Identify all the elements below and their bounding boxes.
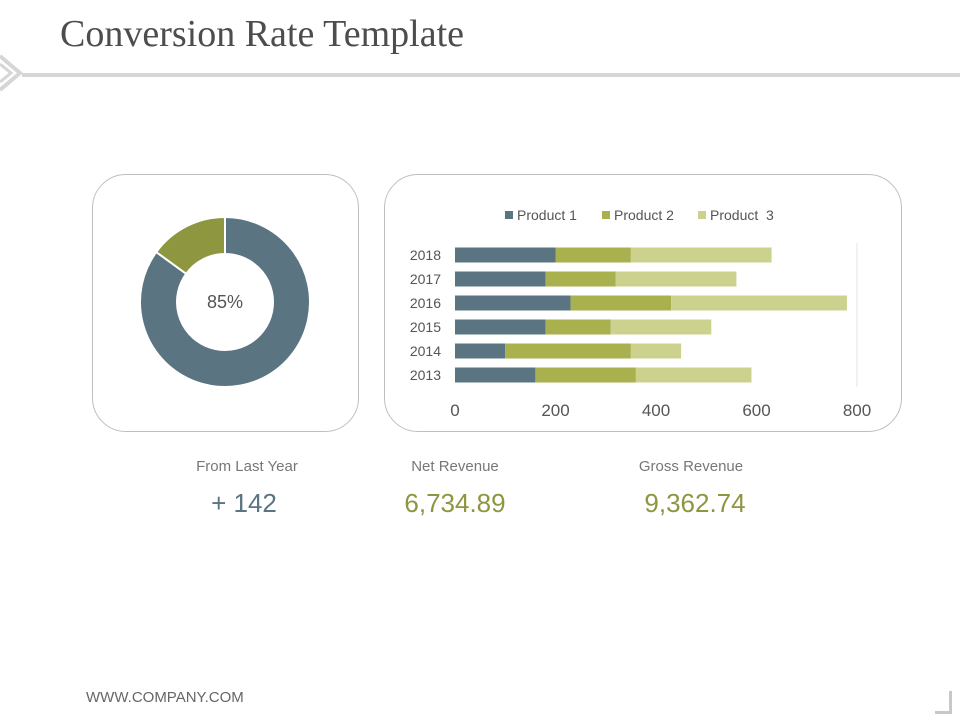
bar-2018-product-3 [630, 247, 772, 263]
donut-chart: 85% [139, 215, 311, 388]
stat-label-from-last-year: From Last Year [196, 458, 298, 475]
legend-swatch-2 [602, 211, 610, 219]
bar-2013-product-1 [455, 367, 536, 383]
legend-label-3: Product 3 [710, 207, 774, 223]
x-tick-label: 600 [742, 401, 770, 420]
bar-2017-product-3 [615, 271, 737, 287]
bar-2016-product-1 [455, 295, 571, 311]
donut-panel: 85% [92, 174, 359, 432]
stat-label-net-revenue: Net Revenue [411, 458, 499, 475]
bar-2015-product-2 [545, 319, 611, 335]
donut-slice-2 [154, 215, 226, 276]
category-label: 2014 [410, 343, 441, 359]
bar-2018-product-1 [455, 247, 556, 263]
legend-label-1: Product 1 [517, 207, 577, 223]
category-label: 2018 [410, 247, 441, 263]
bar-2017-product-2 [545, 271, 616, 287]
stat-label-gross-revenue: Gross Revenue [638, 458, 744, 475]
corner-decoration [935, 691, 952, 714]
category-label: 2017 [410, 271, 441, 287]
chevron-decoration-icon [0, 54, 24, 92]
x-tick-label: 400 [642, 401, 670, 420]
bar-2014-product-2 [505, 343, 631, 359]
category-label: 2015 [410, 319, 441, 335]
stacked-bar-chart: Product 1 Product 2 Product 3 2013 2014 2015 2… [410, 207, 871, 420]
bar-2013-product-2 [535, 367, 636, 383]
bar-2015-product-1 [455, 319, 546, 335]
category-label: 2013 [410, 367, 441, 383]
bar-2016-product-2 [570, 295, 672, 311]
legend-swatch-1 [505, 211, 513, 219]
bar-panel: Product 1 Product 2 Product 3 2013 2014 2015 2… [384, 174, 902, 432]
header-divider [22, 73, 960, 77]
category-label: 2016 [410, 295, 441, 311]
x-tick-label: 800 [843, 401, 871, 420]
page-title: Conversion Rate Template [60, 13, 464, 55]
stat-value-net-revenue: 6,734.89 [404, 488, 506, 518]
footer-url: WWW.COMPANY.COM [86, 689, 244, 706]
bar-2018-product-2 [555, 247, 631, 263]
x-tick-label: 0 [450, 401, 459, 420]
bar-2016-product-3 [671, 295, 847, 311]
stat-value-from-last-year: + 142 [211, 488, 277, 518]
donut-slice-1 [139, 215, 311, 388]
x-tick-label: 200 [541, 401, 569, 420]
bar-2014-product-1 [455, 343, 506, 359]
bar-2015-product-3 [610, 319, 712, 335]
legend-swatch-3 [698, 211, 706, 219]
stat-value-gross-revenue: 9,362.74 [644, 488, 746, 518]
bar-2014-product-3 [630, 343, 682, 359]
bar-2017-product-1 [455, 271, 546, 287]
legend-label-2: Product 2 [614, 207, 674, 223]
bar-2013-product-3 [635, 367, 752, 383]
donut-center-label: 85% [207, 292, 243, 312]
